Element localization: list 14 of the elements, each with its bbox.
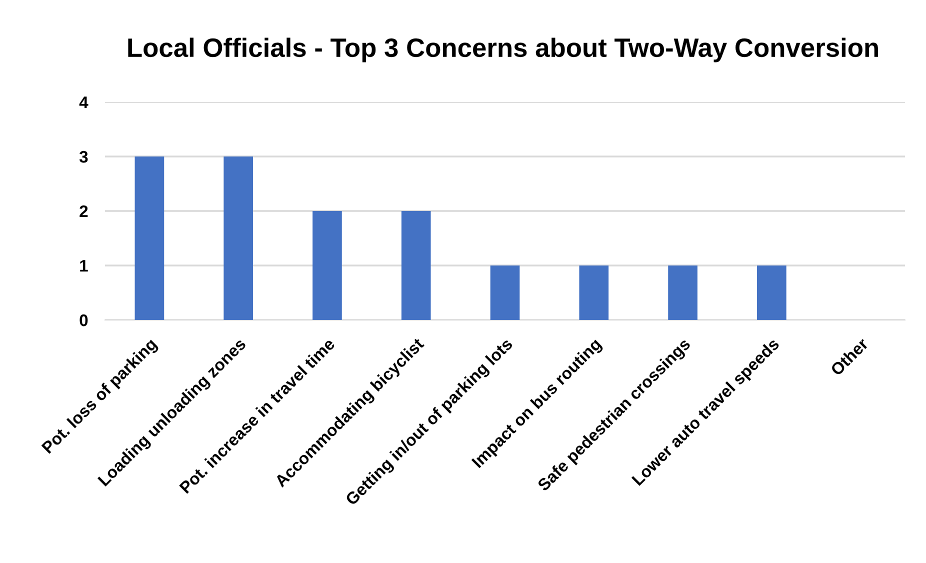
- bar: [134, 156, 164, 320]
- y-tick-label: 4: [79, 96, 88, 108]
- chart-title: Local Officials - Top 3 Concerns about Two-Way Conversion: [128, 38, 878, 62]
- y-tick-label: 1: [80, 260, 88, 272]
- y-tick-label: 0: [80, 314, 88, 326]
- y-tick-label: 2: [80, 205, 88, 218]
- bar: [312, 211, 342, 320]
- bar: [579, 266, 609, 320]
- bar: [668, 266, 698, 320]
- bar: [490, 266, 520, 320]
- bar: [401, 211, 431, 320]
- bar: [757, 266, 786, 320]
- y-tick-label: 3: [79, 150, 88, 163]
- bar: [224, 156, 253, 320]
